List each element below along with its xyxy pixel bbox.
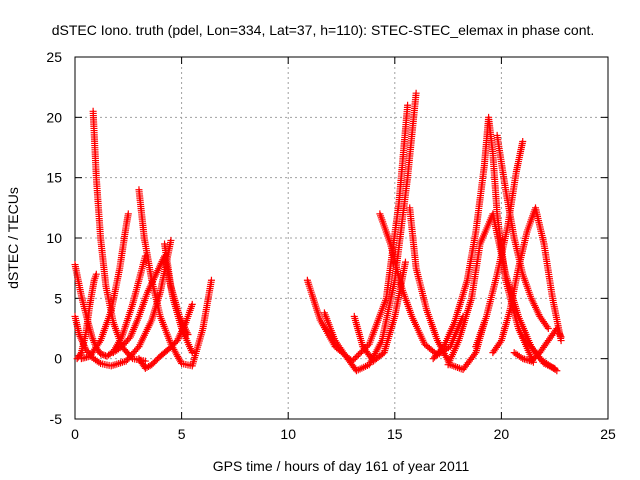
y-axis-label: dSTEC / TECUs xyxy=(5,187,21,289)
y-tick-labels: -5 0 5 10 15 20 25 xyxy=(46,49,62,427)
data-point xyxy=(557,333,565,341)
series-21 xyxy=(519,333,561,375)
series-group xyxy=(71,89,565,375)
series-19 xyxy=(489,204,565,357)
data-point xyxy=(551,366,559,374)
data-point xyxy=(188,349,196,357)
data-point xyxy=(439,344,447,352)
data-point xyxy=(188,300,196,308)
x-tick-label: 15 xyxy=(387,426,403,442)
data-point xyxy=(544,325,552,332)
data-point xyxy=(554,326,562,334)
series-3 xyxy=(73,270,100,363)
series-6 xyxy=(135,186,215,370)
series-8 xyxy=(135,300,196,372)
data-point xyxy=(553,367,561,375)
data-point xyxy=(517,353,525,361)
axis-ticks xyxy=(74,56,609,420)
data-point xyxy=(412,89,420,97)
data-point xyxy=(555,330,563,338)
data-point xyxy=(354,351,362,359)
data-point xyxy=(401,258,409,266)
data-point xyxy=(519,137,527,145)
data-point xyxy=(555,328,563,336)
y-tick-label: 15 xyxy=(46,170,62,186)
data-point xyxy=(92,270,100,278)
data-point xyxy=(351,354,359,362)
series-9 xyxy=(161,240,192,339)
y-tick-label: 20 xyxy=(46,109,62,125)
data-point xyxy=(184,331,192,339)
x-tick-label: 25 xyxy=(600,426,616,442)
series-5 xyxy=(77,210,132,363)
series-12 xyxy=(350,258,409,365)
x-tick-labels: 0 5 10 15 20 25 xyxy=(71,426,616,442)
data-point xyxy=(145,363,153,371)
y-tick-label: 10 xyxy=(46,230,62,246)
y-tick-label: 25 xyxy=(46,49,62,65)
x-tick-label: 20 xyxy=(494,426,510,442)
data-point xyxy=(543,323,551,331)
data-point xyxy=(167,236,175,244)
x-axis-label: GPS time / hours of day 161 of year 2011 xyxy=(213,458,470,474)
data-point xyxy=(101,352,109,360)
y-tick-label: -5 xyxy=(50,411,63,427)
data-point xyxy=(98,350,106,358)
x-tick-label: 0 xyxy=(71,426,79,442)
series-18 xyxy=(493,131,552,332)
data-point xyxy=(471,350,479,358)
chart-title: dSTEC Iono. truth (pdel, Lon=334, Lat=37… xyxy=(52,22,595,38)
x-tick-label: 5 xyxy=(178,426,186,442)
data-point xyxy=(404,101,412,109)
data-point xyxy=(356,349,364,357)
y-tick-label: 5 xyxy=(54,290,62,306)
series-4 xyxy=(89,107,149,365)
series-17 xyxy=(472,137,527,351)
data-point xyxy=(134,344,142,352)
data-point xyxy=(124,210,132,218)
y-tick-label: 0 xyxy=(54,351,62,367)
data-point xyxy=(496,338,504,346)
series-20 xyxy=(510,325,565,365)
data-point xyxy=(207,276,215,284)
data-point xyxy=(353,352,361,360)
data-point xyxy=(553,325,561,332)
x-tick-label: 10 xyxy=(280,426,296,442)
data-point xyxy=(97,350,105,358)
data-point xyxy=(76,350,84,358)
data-point xyxy=(556,331,564,339)
data-point xyxy=(364,342,372,350)
data-point xyxy=(95,358,103,366)
